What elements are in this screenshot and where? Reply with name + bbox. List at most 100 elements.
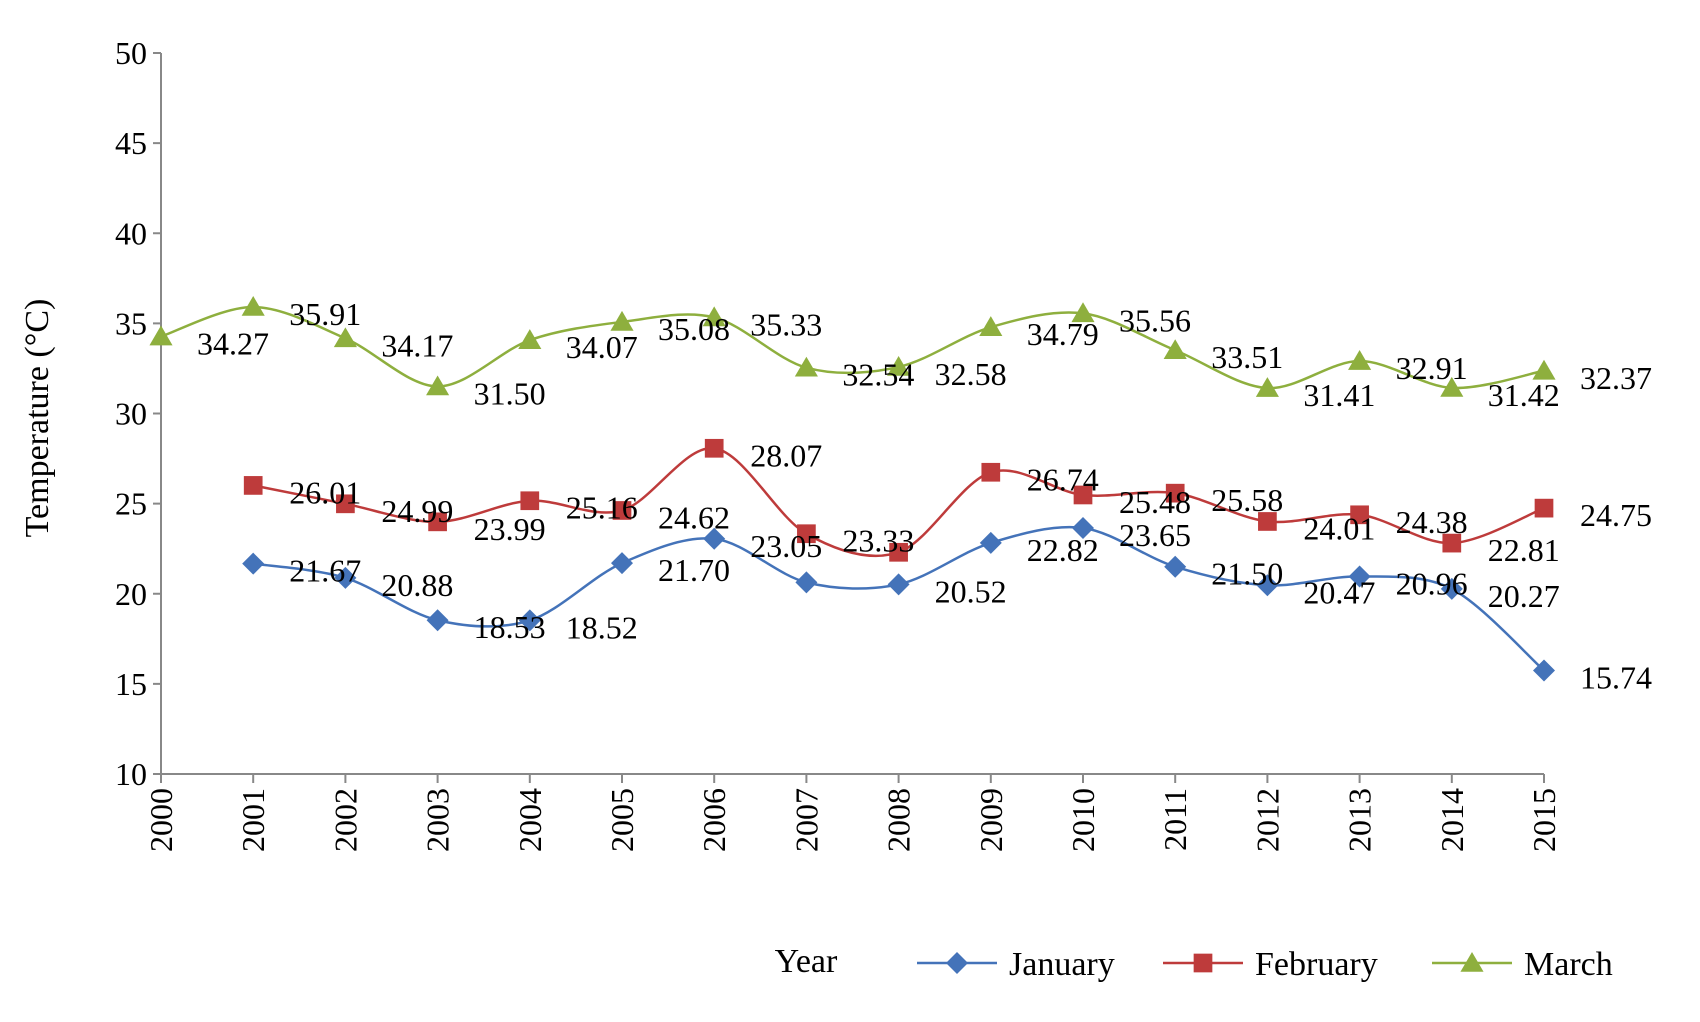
data-point-february [243, 476, 263, 495]
data-label-january: 20.52 [935, 573, 1007, 609]
data-label-february: 28.07 [750, 437, 822, 473]
legend-item-january: January [917, 946, 1115, 983]
data-label-february: 23.99 [474, 511, 546, 547]
data-point-march [426, 375, 450, 396]
data-label-february: 26.01 [289, 474, 361, 510]
x-tick-label: 2007 [788, 788, 824, 852]
y-tick-label: 15 [115, 666, 147, 702]
x-tick-label: 2004 [512, 788, 548, 852]
data-label-january: 21.50 [1211, 556, 1283, 592]
x-tick-label: 2009 [973, 788, 1009, 852]
data-label-march: 32.54 [842, 357, 914, 393]
data-label-january: 23.65 [1119, 517, 1191, 553]
data-label-march: 35.08 [658, 311, 730, 347]
x-tick-label: 2005 [604, 788, 640, 852]
data-point-january [1440, 577, 1463, 600]
data-label-march: 33.51 [1211, 339, 1283, 375]
data-label-january: 18.52 [566, 609, 638, 645]
data-point-march [1163, 339, 1187, 360]
data-label-january: 15.74 [1580, 660, 1652, 696]
data-label-february: 24.99 [381, 493, 453, 529]
data-point-january [1348, 565, 1371, 588]
data-point-january [334, 566, 357, 589]
series-january [242, 516, 1555, 682]
y-tick-label: 20 [115, 576, 147, 612]
series-line-march [160, 305, 1545, 390]
axes: 10 15 20 25 30 35 40 45 50 2000 2001 2002 2003 2004 20… [115, 35, 1562, 852]
data-point-january [518, 609, 541, 632]
data-label-january: 18.53 [474, 609, 546, 645]
x-tick-label: 2008 [881, 788, 917, 852]
data-label-january: 23.05 [750, 528, 822, 564]
x-tick-label: 2006 [696, 788, 732, 852]
data-label-march: 32.37 [1580, 360, 1652, 396]
data-point-february [1350, 505, 1369, 525]
data-point-february [336, 494, 355, 514]
data-point-march [518, 329, 542, 349]
data-labels: 21.67 20.88 18.53 18.52 21.70 23.05 20.52 22.82… [197, 296, 1652, 696]
data-label-march: 34.27 [197, 326, 269, 362]
data-point-march [702, 306, 726, 327]
data-label-march: 35.56 [1119, 302, 1191, 338]
x-tick-label: 2011 [1157, 788, 1193, 851]
data-point-january [1533, 659, 1555, 682]
data-point-february [520, 491, 540, 511]
x-tick-label: 2012 [1249, 788, 1285, 852]
legend-label: February [1255, 946, 1378, 983]
y-tick-label: 45 [115, 125, 147, 161]
data-point-february [1534, 498, 1554, 518]
data-label-february: 23.33 [842, 523, 914, 559]
data-point-february [704, 438, 724, 458]
data-label-march: 35.33 [750, 306, 822, 342]
x-tick-label: 2003 [420, 788, 456, 852]
data-point-january [611, 552, 633, 575]
data-label-february: 25.48 [1119, 484, 1191, 520]
legend-label: January [1009, 946, 1115, 983]
data-label-february: 26.74 [1027, 461, 1099, 497]
legend-item-february: February [1163, 946, 1378, 983]
data-point-march [1071, 302, 1095, 323]
data-point-march [333, 327, 357, 348]
x-tick-label: 2002 [327, 788, 363, 852]
y-axis-title: Temperature (°C) [19, 299, 56, 538]
data-point-january [1256, 574, 1279, 597]
data-label-february: 25.16 [566, 490, 638, 526]
x-axis-title: Year [775, 943, 838, 980]
data-label-march: 35.91 [289, 296, 361, 332]
x-tick-label: 2015 [1526, 788, 1562, 852]
data-point-february [1073, 485, 1093, 505]
data-point-march [887, 355, 911, 376]
data-label-january: 21.67 [289, 553, 361, 589]
data-point-january [1072, 516, 1094, 539]
data-label-january: 20.88 [381, 567, 453, 603]
data-label-february: 22.81 [1488, 532, 1560, 568]
y-tick-label: 50 [115, 35, 147, 71]
series-march [149, 295, 1556, 397]
data-point-february [889, 542, 908, 562]
x-tick-label: 2014 [1434, 788, 1470, 852]
data-label-february: 25.58 [1211, 482, 1283, 518]
data-point-march [979, 316, 1003, 336]
data-label-march: 31.50 [474, 375, 546, 411]
data-point-march [1348, 350, 1372, 370]
data-label-march: 34.17 [381, 327, 453, 363]
data-point-march [1255, 377, 1279, 397]
x-tick-label: 2001 [235, 788, 271, 852]
data-point-february [981, 462, 1001, 482]
data-point-january [1164, 555, 1187, 578]
data-point-february [1442, 533, 1462, 553]
data-label-january: 20.27 [1488, 578, 1560, 614]
data-point-march [1532, 359, 1556, 380]
data-label-march: 32.91 [1396, 350, 1468, 386]
y-tick-label: 40 [115, 215, 147, 251]
data-label-march: 34.07 [566, 329, 638, 365]
x-tick-label: 2010 [1065, 788, 1101, 852]
data-label-march: 31.41 [1303, 377, 1375, 413]
y-tick-label: 25 [115, 486, 147, 522]
legend-label: March [1524, 946, 1613, 983]
data-point-march [241, 295, 265, 316]
data-point-january [795, 571, 818, 594]
data-point-january [426, 609, 449, 632]
data-point-february [428, 512, 447, 532]
data-label-january: 20.47 [1303, 574, 1375, 610]
